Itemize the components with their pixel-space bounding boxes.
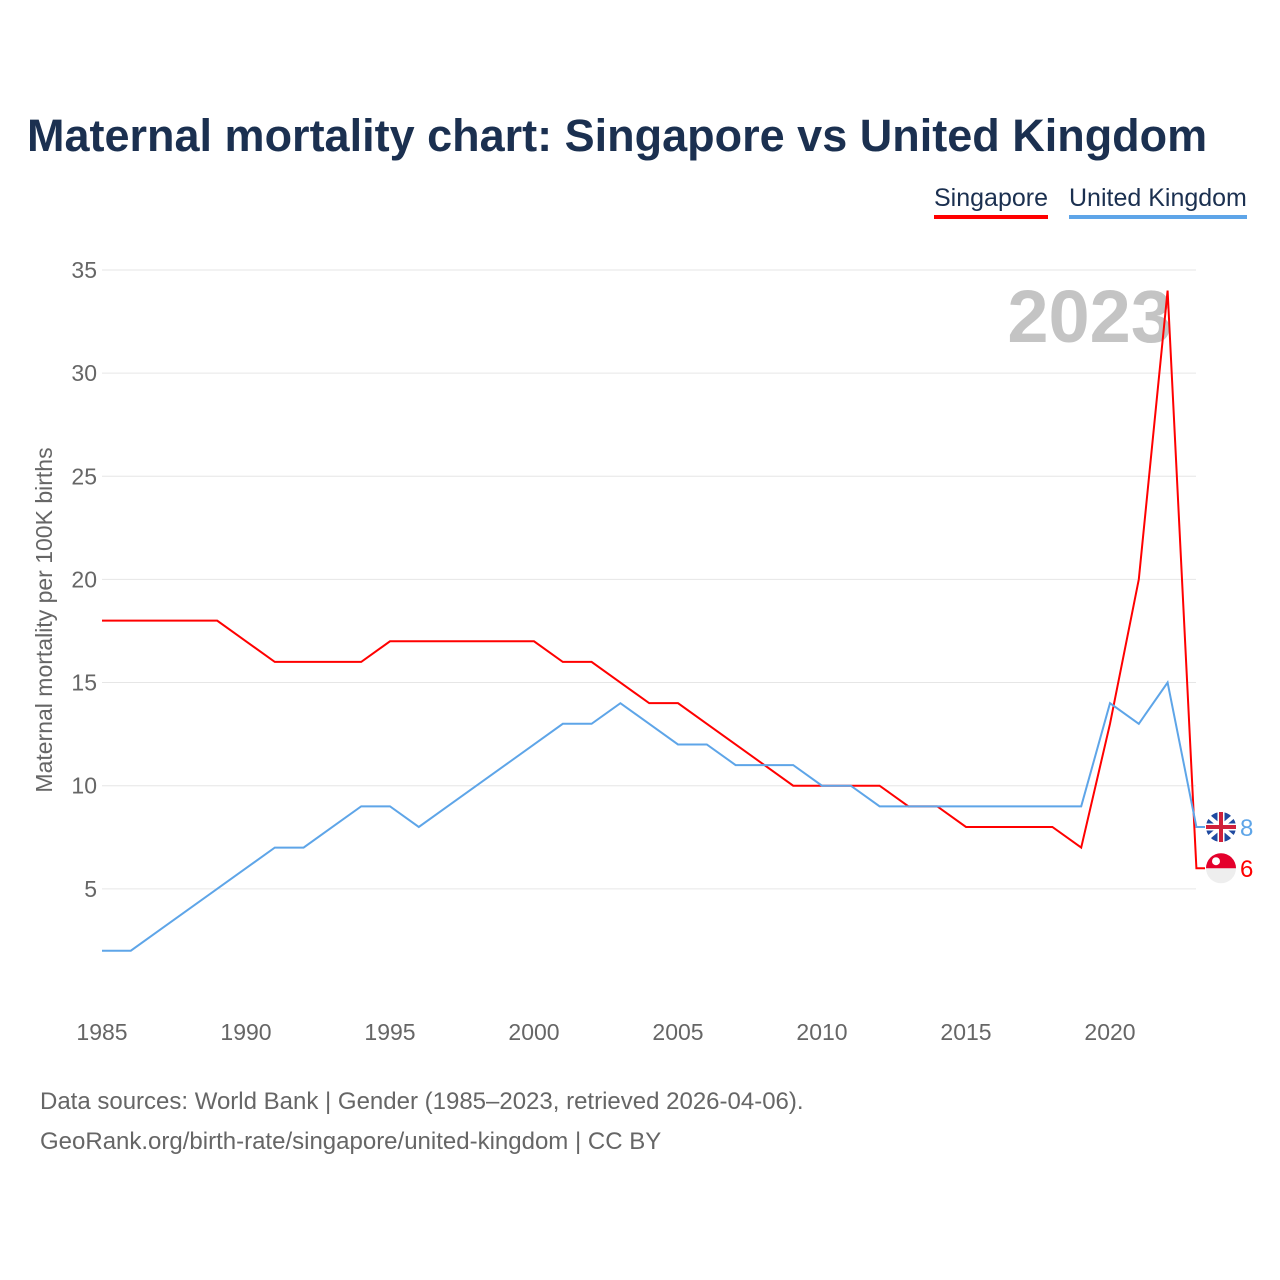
y-axis-label: Maternal mortality per 100K births <box>31 447 57 792</box>
x-tick-label: 2020 <box>1084 1019 1135 1045</box>
x-tick-label: 1995 <box>364 1019 415 1045</box>
x-tick-label: 1990 <box>220 1019 271 1045</box>
y-tick-label: 15 <box>71 670 97 696</box>
singapore-flag-red-half <box>1206 853 1236 869</box>
y-tick-label: 10 <box>71 773 97 799</box>
y-tick-label: 5 <box>84 876 97 902</box>
end-value-label: 8 <box>1240 815 1253 842</box>
y-tick-label: 25 <box>71 463 97 489</box>
x-tick-label: 1985 <box>76 1019 127 1045</box>
y-tick-label: 20 <box>71 566 97 592</box>
crescent-icon <box>1212 857 1220 866</box>
source-url[interactable]: GeoRank.org/birth-rate/singapore/united-… <box>40 1128 662 1155</box>
x-tick-label: 2015 <box>940 1019 991 1045</box>
source-note: Data sources: World Bank | Gender (1985–… <box>40 1088 804 1115</box>
legend-singapore[interactable]: Singapore <box>934 184 1048 219</box>
end-value-label: 6 <box>1240 856 1253 883</box>
year-watermark: 2023 <box>1007 275 1172 358</box>
series-line-singapore <box>102 290 1205 870</box>
y-tick-label: 35 <box>71 257 97 283</box>
x-tick-label: 2005 <box>652 1019 703 1045</box>
series-line-united-kingdom <box>102 680 1205 952</box>
chart-title: Maternal mortality chart: Singapore vs U… <box>27 110 1208 161</box>
y-tick-label: 30 <box>71 360 97 386</box>
x-tick-label: 2010 <box>796 1019 847 1045</box>
legend-united-kingdom[interactable]: United Kingdom <box>1069 184 1247 219</box>
x-tick-label: 2000 <box>508 1019 559 1045</box>
union-jack-cross-red <box>1206 811 1236 842</box>
